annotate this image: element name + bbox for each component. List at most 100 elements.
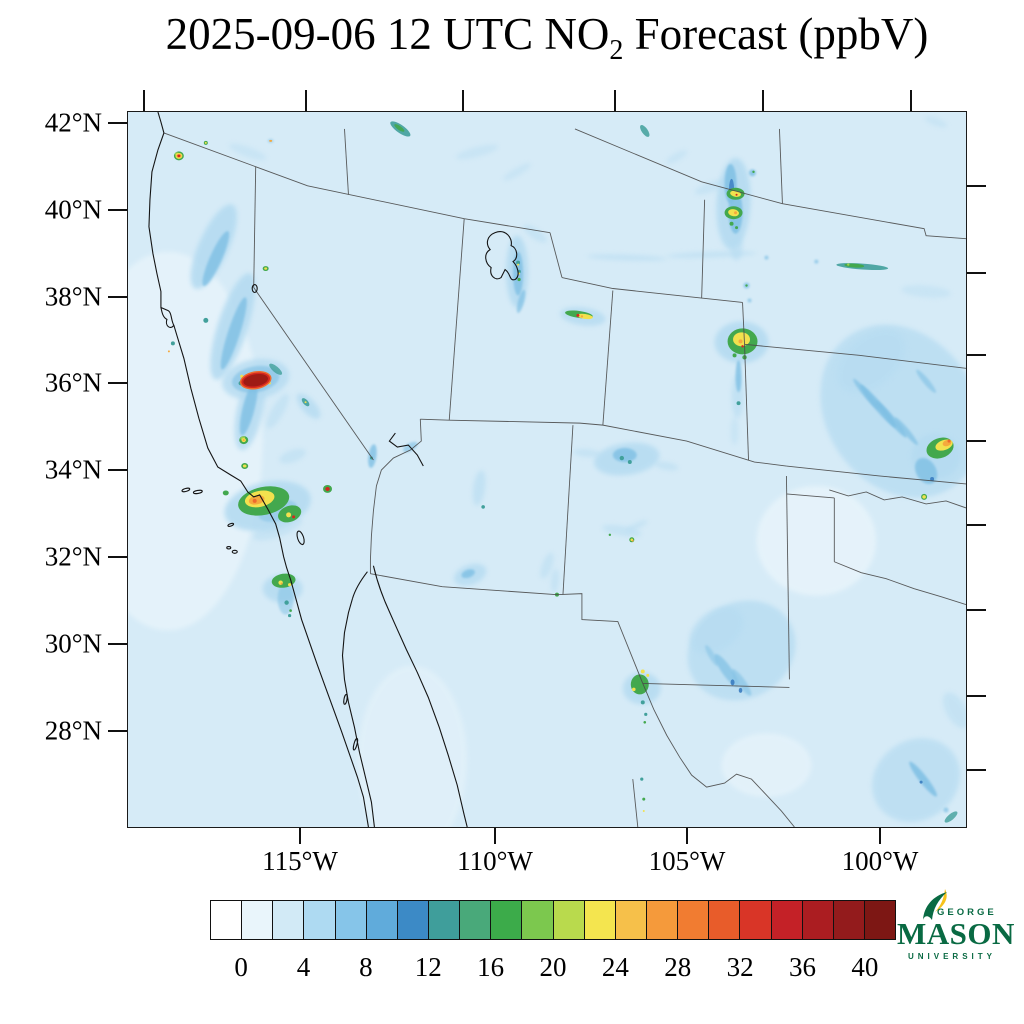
feature-slc-gr [517,277,521,282]
feature-laughlin [368,444,377,468]
x-tick-bottom-0 [299,828,301,844]
y-axis-label-2: 38°N [44,281,102,312]
border-ne-co [742,302,745,345]
border-mexico [370,573,644,684]
feature-la-core [252,498,257,503]
feature-permian-md3 [705,645,719,666]
feature-permian-md2 [731,669,752,696]
feature-corner-md [909,761,937,797]
feature-cv-core3 [239,381,258,436]
page-title: 2025-09-06 12 UTC NO2 Forecast (ppbV) [127,8,967,67]
feature-norcal-dot-yl [204,141,207,144]
y-tick-right-5 [967,609,986,611]
x-axis-label-0: 115°W [262,846,338,876]
border-32n [642,682,790,688]
logo-george: GEORGE [937,907,997,918]
feature-las-vegas-yl [304,401,307,404]
feature-flagstaff-tl [481,505,485,509]
feature-idaho-streak2 [503,163,532,181]
y-tick-left-6 [108,643,127,645]
y-axis-label-7: 28°N [44,715,102,746]
colorbar-cell-12 [584,901,616,939]
feature-se-colorado-rd [741,345,744,348]
colorbar-cell-21 [864,901,896,939]
feature-wyoming-dot [749,169,757,177]
feature-sd-or [280,582,283,585]
feature-nevada-dot29-or [269,139,273,142]
border-wy-ne [701,199,706,299]
y-axis-label-1: 40°N [44,194,102,225]
feature-ventura-dot [222,490,229,496]
feature-platte-dot1 [764,255,769,260]
colorbar-cell-7 [428,901,461,939]
feature-platte-line2 [666,251,757,258]
feature-tucson-corridor [540,552,554,579]
feature-kern-or [242,439,245,442]
feature-white-patch-stx [721,733,812,798]
island-3 [227,522,235,527]
feature-east-edge-fan2 [836,329,906,394]
colorbar-cell-13 [615,901,647,939]
colorbar-cell-0 [211,901,243,939]
feature-la-lobe-rd [292,515,296,519]
feature-sacramento [203,317,209,323]
feature-cv-core2 [220,297,247,370]
feature-chihuahua-tl [640,777,644,781]
feature-se-colorado-s2 [730,417,739,446]
feature-inland-fire-rd [325,486,330,491]
colorbar-cell-11 [553,901,585,939]
y-axis-label-5: 32°N [44,541,102,572]
border-ut-wy [549,232,563,278]
colorbar-tick-label-1: 4 [296,952,311,982]
logo-mason: MASON [897,916,1015,951]
colorbar-cell-16 [709,901,741,939]
coast-mainland-mexico [372,565,468,827]
feature-four-corners-tl1 [619,455,625,461]
feature-sd-yl2 [288,583,292,587]
x-tick-bottom-2 [686,828,688,844]
y-axis-label-6: 30°N [44,628,102,659]
y-tick-right-6 [967,695,986,697]
feature-wyoming-px [752,170,755,174]
y-tick-left-4 [108,469,127,471]
feature-fan-md3 [853,378,880,410]
island-gulf-1 [343,693,348,705]
feature-corner-nv [919,780,923,784]
feature-pueblo-dot [747,298,752,303]
feature-albuquerque-net2 [625,520,648,532]
feature-el-paso-yl1 [640,669,645,674]
feature-se-colorado-md [735,360,742,393]
colorbar-cell-3 [304,901,336,939]
map-frame [127,111,967,828]
no2-forecast-map [128,112,966,827]
feature-white-gulf [357,665,468,827]
feature-se-corner-halo2 [942,692,966,729]
colorbar-tick-label-9: 36 [788,952,816,982]
feature-four-corners-e [654,461,679,471]
y-tick-left-7 [108,730,127,732]
feature-platte-dot2 [814,259,819,264]
colorbar-tick-label-10: 40 [851,952,879,982]
border-ut-co [602,290,614,426]
y-tick-left-5 [108,556,127,558]
feature-sf-or [167,350,170,353]
y-tick-right-2 [967,354,986,356]
border-37n [420,418,787,467]
feature-norcal-fire-rd [177,154,181,158]
colorbar-cell-17 [740,901,772,939]
feature-idaho-streak1 [455,144,499,160]
feature-el-paso-yl2 [646,673,650,677]
feature-edge-do [947,439,951,443]
feature-chihuahua-yl [642,810,645,813]
feature-se-colorado-d1 [732,353,737,358]
feature-four-corners-tl2 [627,460,632,465]
border-az-nm [562,425,574,595]
border-tx-west [785,475,790,680]
border-rio-grande [642,683,795,827]
x-tick-bottom-3 [879,828,881,844]
y-tick-left-0 [108,122,127,124]
lake-great-salt [485,231,519,281]
feature-front-range-yl2 [728,209,739,217]
colorbar-cell-10 [522,901,554,939]
feature-sw-colorado-yl [576,313,593,320]
